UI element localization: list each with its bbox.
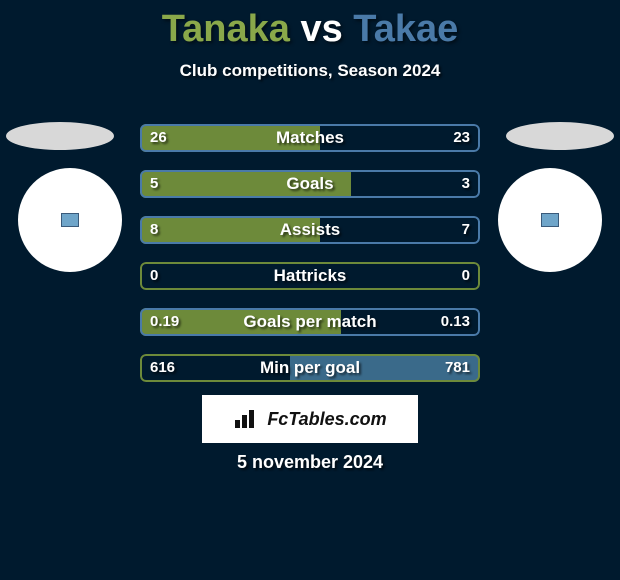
stat-bars: Matches26 23 Goals5 3 Assists8 7 Hattricks0 0 Go… (140, 124, 480, 400)
placeholder-icon (541, 213, 559, 227)
player2-avatar (498, 168, 602, 272)
stat-value-left: 8 (150, 216, 158, 244)
stat-label: Goals per match (140, 308, 480, 336)
stat-value-left: 26 (150, 124, 167, 152)
logo-text: FcTables.com (267, 409, 386, 430)
stat-label: Goals (140, 170, 480, 198)
placeholder-icon (61, 213, 79, 227)
stat-row: Assists8 7 (140, 216, 480, 244)
stat-value-left: 5 (150, 170, 158, 198)
bars-icon (233, 408, 261, 430)
stat-value-right: 0.13 (441, 308, 470, 336)
stat-value-right: 7 (462, 216, 470, 244)
player2-badge-ellipse (506, 122, 614, 150)
stat-label: Min per goal (140, 354, 480, 382)
stat-label: Hattricks (140, 262, 480, 290)
stat-row: Goals per match0.19 0.13 (140, 308, 480, 336)
title-player1: Tanaka (162, 8, 290, 50)
stat-row: Goals5 3 (140, 170, 480, 198)
stat-value-left: 616 (150, 354, 175, 382)
player1-avatar (18, 168, 122, 272)
stat-label: Matches (140, 124, 480, 152)
stat-value-right: 3 (462, 170, 470, 198)
stat-label: Assists (140, 216, 480, 244)
stat-row: Matches26 23 (140, 124, 480, 152)
stat-value-left: 0 (150, 262, 158, 290)
comparison-title: Tanaka vs Takae (0, 0, 620, 51)
title-vs: vs (300, 8, 342, 50)
subtitle: Club competitions, Season 2024 (0, 61, 620, 81)
stat-row: Hattricks0 0 (140, 262, 480, 290)
stat-value-right: 0 (462, 262, 470, 290)
stat-row: Min per goal616 781 (140, 354, 480, 382)
stat-value-left: 0.19 (150, 308, 179, 336)
player1-badge-ellipse (6, 122, 114, 150)
title-player2: Takae (353, 8, 458, 50)
logo-box: FcTables.com (202, 395, 418, 443)
stat-value-right: 781 (445, 354, 470, 382)
date-label: 5 november 2024 (0, 452, 620, 473)
stat-value-right: 23 (453, 124, 470, 152)
